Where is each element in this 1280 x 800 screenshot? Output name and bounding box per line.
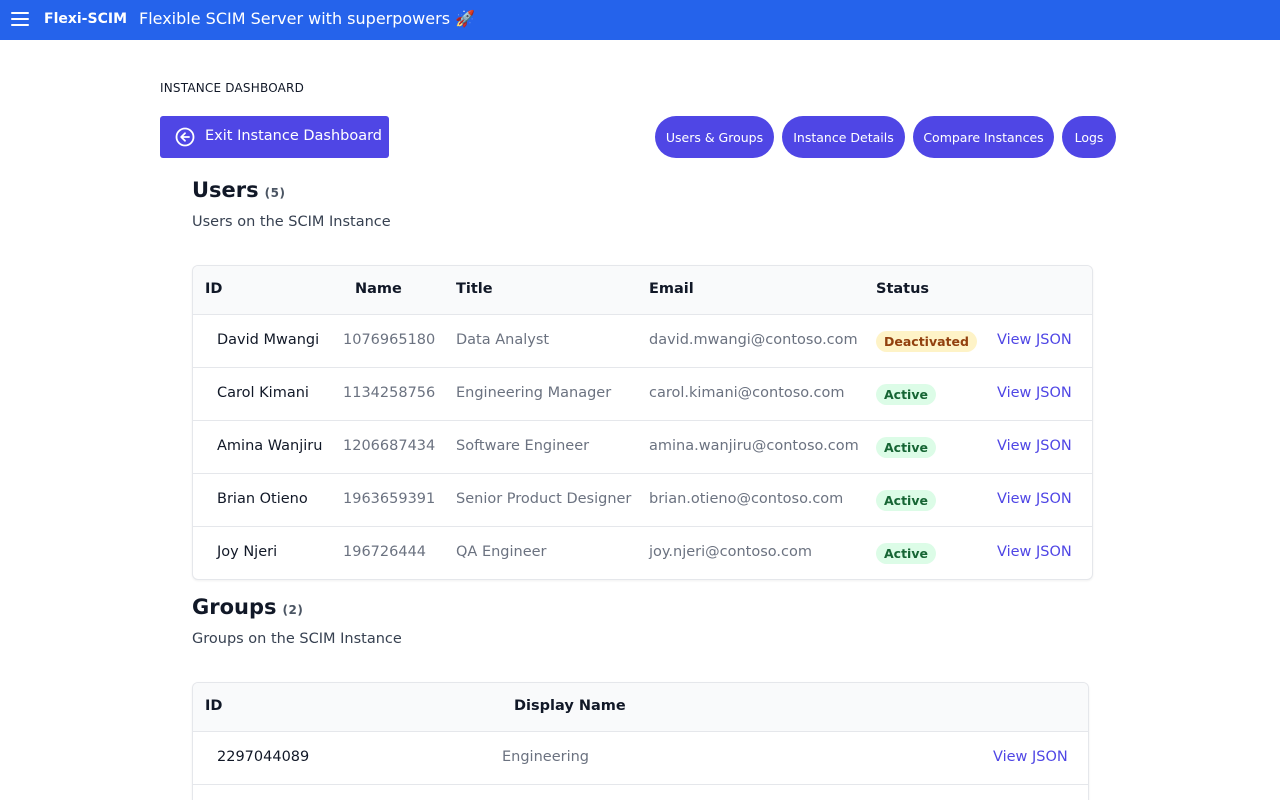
status-badge: Active <box>876 437 936 458</box>
user-email: joy.njeri@contoso.com <box>649 544 812 560</box>
view-json-link[interactable]: View JSON <box>997 385 1072 401</box>
users-section-title: Users (5) <box>192 178 285 202</box>
user-email: amina.wanjiru@contoso.com <box>649 438 859 454</box>
groups-subtitle: Groups on the SCIM Instance <box>192 631 402 647</box>
page-section-label: INSTANCE DASHBOARD <box>160 81 305 95</box>
column-header-email: Email <box>649 281 694 297</box>
status-badge: Deactivated <box>876 331 977 352</box>
view-json-link[interactable]: View JSON <box>997 438 1072 454</box>
view-json-link[interactable]: View JSON <box>997 491 1072 507</box>
hamburger-menu-icon[interactable] <box>11 11 29 27</box>
user-name: David Mwangi <box>217 332 320 348</box>
user-id: 1134258756 <box>343 385 436 401</box>
column-header-status: Status <box>876 281 930 297</box>
table-row: David Mwangi 1076965180 Data Analyst dav… <box>193 315 1092 368</box>
user-name: Brian Otieno <box>217 491 308 507</box>
table-row: 2297044089 Engineering View JSON <box>193 732 1088 785</box>
groups-table-header: ID Display Name <box>193 683 1088 732</box>
status-badge: Active <box>876 384 936 405</box>
status-badge: Active <box>876 490 936 511</box>
user-email: carol.kimani@contoso.com <box>649 385 845 401</box>
table-row: Brian Otieno 1963659391 Senior Product D… <box>193 474 1092 527</box>
group-id: 2297044089 <box>217 749 310 765</box>
arrow-left-circle-icon <box>175 127 195 147</box>
nav-instance-details-button[interactable]: Instance Details <box>782 116 905 158</box>
view-json-link[interactable]: View JSON <box>997 544 1072 560</box>
user-id: 1963659391 <box>343 491 436 507</box>
nav-compare-instances-button[interactable]: Compare Instances <box>913 116 1054 158</box>
column-header-id: ID <box>205 281 223 297</box>
top-bar: Flexi-SCIM Flexible SCIM Server with sup… <box>0 0 1280 40</box>
table-row: Joy Njeri 196726444 QA Engineer joy.njer… <box>193 527 1092 579</box>
users-title: Users <box>192 178 259 202</box>
groups-table: ID Display Name 2297044089 Engineering V… <box>192 682 1089 800</box>
user-name: Carol Kimani <box>217 385 309 401</box>
user-email: david.mwangi@contoso.com <box>649 332 858 348</box>
column-header-id: ID <box>205 698 223 714</box>
users-table-header: ID Name Title Email Status <box>193 266 1092 315</box>
user-name: Amina Wanjiru <box>217 438 323 454</box>
groups-section-title: Groups (2) <box>192 595 303 619</box>
view-json-link[interactable]: View JSON <box>997 332 1072 348</box>
groups-count: (2) <box>282 603 304 617</box>
column-header-display-name: Display Name <box>514 698 626 714</box>
app-brand[interactable]: Flexi-SCIM <box>44 11 127 27</box>
users-subtitle: Users on the SCIM Instance <box>192 214 391 230</box>
user-title: Data Analyst <box>456 332 550 348</box>
groups-title: Groups <box>192 595 277 619</box>
app-tagline: Flexible SCIM Server with superpowers 🚀 <box>139 9 476 28</box>
user-title: Engineering Manager <box>456 385 612 401</box>
exit-dashboard-label: Exit Instance Dashboard <box>205 128 383 144</box>
view-json-link[interactable]: View JSON <box>993 749 1068 765</box>
users-count: (5) <box>264 186 286 200</box>
nav-users-groups-button[interactable]: Users & Groups <box>655 116 774 158</box>
users-table: ID Name Title Email Status David Mwangi … <box>192 265 1093 580</box>
column-header-name: Name <box>355 281 402 297</box>
user-title: Senior Product Designer <box>456 491 632 507</box>
user-id: 1076965180 <box>343 332 436 348</box>
user-title: Software Engineer <box>456 438 590 454</box>
group-display-name: Engineering <box>502 749 589 765</box>
nav-logs-button[interactable]: Logs <box>1062 116 1116 158</box>
table-row: Carol Kimani 1134258756 Engineering Mana… <box>193 368 1092 421</box>
table-row: Amina Wanjiru 1206687434 Software Engine… <box>193 421 1092 474</box>
status-badge: Active <box>876 543 936 564</box>
user-email: brian.otieno@contoso.com <box>649 491 844 507</box>
user-id: 196726444 <box>343 544 427 560</box>
exit-dashboard-button[interactable]: Exit Instance Dashboard <box>160 116 389 158</box>
user-title: QA Engineer <box>456 544 547 560</box>
user-name: Joy Njeri <box>217 544 278 560</box>
user-id: 1206687434 <box>343 438 436 454</box>
column-header-title: Title <box>456 281 493 297</box>
